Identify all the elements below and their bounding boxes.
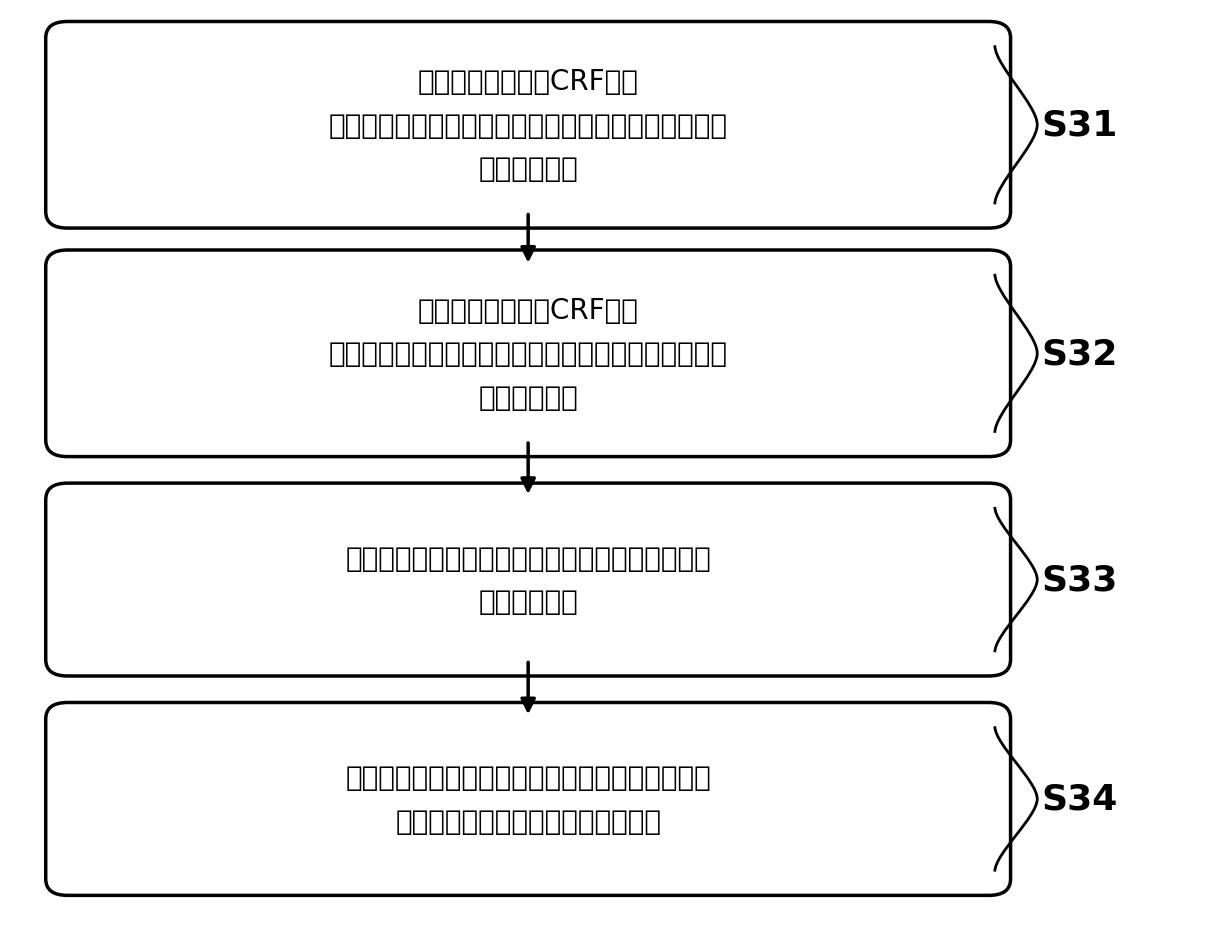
Text: S34: S34 — [1041, 782, 1118, 816]
Text: S33: S33 — [1041, 563, 1118, 597]
Text: 将坐标点颜色输入CRF模型
层的能量函数计算得到地物分类概率图中的所有坐标点
的第一能量值: 将坐标点颜色输入CRF模型 层的能量函数计算得到地物分类概率图中的所有坐标点 的… — [329, 69, 728, 183]
Text: S32: S32 — [1041, 337, 1118, 371]
FancyBboxPatch shape — [45, 484, 1010, 677]
FancyBboxPatch shape — [45, 22, 1010, 229]
Text: 将坐标点深度输入CRF模型
层的能量函数计算得到地物分类概率图中的所有坐标点
的第二能量值: 将坐标点深度输入CRF模型 层的能量函数计算得到地物分类概率图中的所有坐标点 的… — [329, 297, 728, 412]
FancyBboxPatch shape — [45, 703, 1010, 895]
Text: S31: S31 — [1041, 108, 1118, 143]
FancyBboxPatch shape — [45, 250, 1010, 457]
Text: 根据最终能量值对地物分类概率图中的所有坐标点
进行分类，得到不同地物的分割图像: 根据最终能量值对地物分类概率图中的所有坐标点 进行分类，得到不同地物的分割图像 — [346, 764, 711, 834]
Text: 根据第一能量值和第二能量值计算得到所有坐标点
的最终能量值: 根据第一能量值和第二能量值计算得到所有坐标点 的最终能量值 — [346, 544, 711, 616]
